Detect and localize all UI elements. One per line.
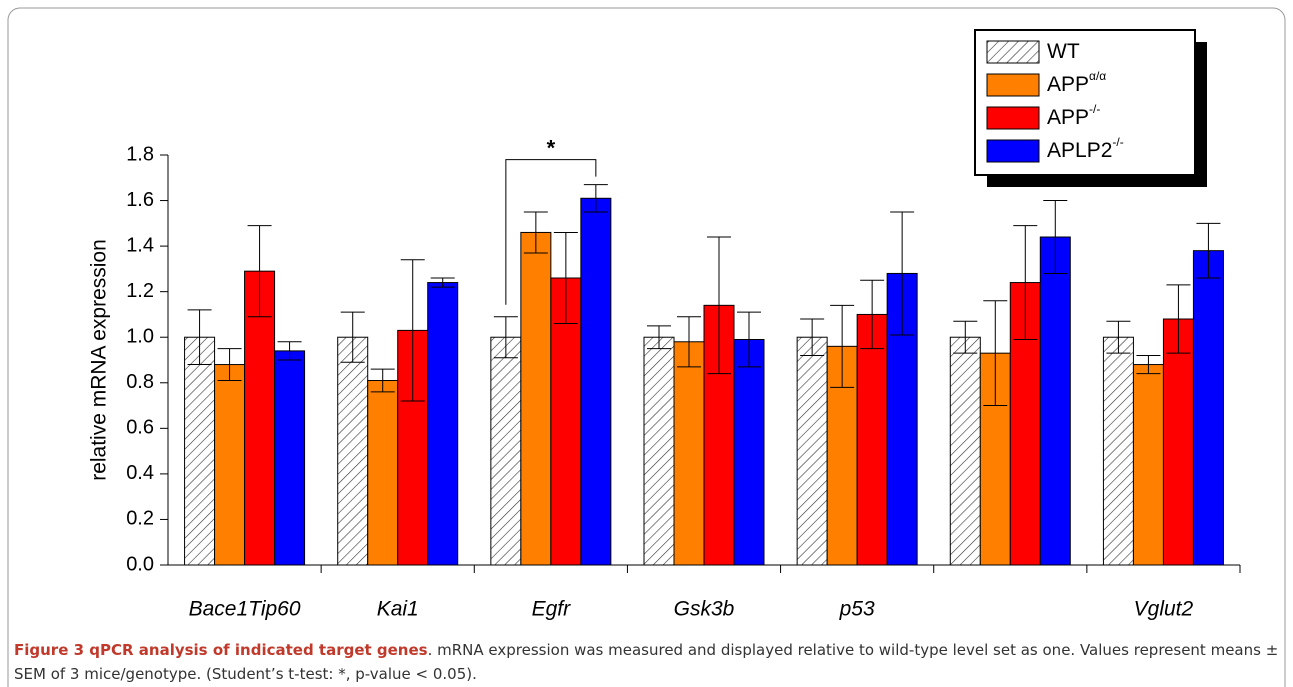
x-tick-label: p53 [839, 598, 875, 621]
y-tick-label: 0.8 [126, 371, 154, 393]
error-bar [647, 325, 671, 350]
error-bar [890, 211, 915, 336]
error-bar [1196, 222, 1221, 279]
bar [520, 231, 552, 566]
significance-bracket [505, 159, 597, 305]
legend-swatch [986, 73, 1040, 97]
y-tick-label: 1.2 [126, 280, 154, 302]
error-bar [1013, 225, 1038, 340]
y-tick-label: 0.2 [126, 508, 154, 530]
bar [214, 364, 246, 566]
legend-superscript: -/- [1089, 102, 1100, 116]
bar [673, 341, 705, 566]
bar [184, 336, 216, 566]
y-tick-label: 1.6 [126, 189, 154, 211]
error-bar [217, 348, 242, 381]
y-tick-label: 0.0 [126, 553, 154, 575]
x-tick-label: Gsk3b [674, 598, 735, 621]
bar [949, 336, 981, 566]
bar [1102, 336, 1134, 566]
y-tick-label: 0.6 [126, 417, 154, 439]
bar [427, 282, 459, 566]
error-bar [553, 231, 578, 325]
y-tick-label: 1.8 [126, 143, 154, 165]
error-bar [1043, 200, 1068, 274]
y-tick-label: 1.0 [126, 326, 154, 348]
bar [1132, 364, 1164, 566]
legend-swatch [986, 40, 1040, 64]
legend-name: APLP2 [1047, 139, 1112, 162]
bar [337, 336, 369, 566]
error-bar [830, 304, 855, 388]
bar [733, 339, 765, 566]
caption-text: . mRNA expression was measured and displ… [14, 641, 1279, 683]
y-tick-label: 0.4 [126, 462, 154, 484]
caption-title: Figure 3 qPCR analysis of indicated targ… [14, 641, 428, 659]
error-bar [707, 236, 731, 375]
error-bar [277, 341, 302, 361]
bar [274, 350, 306, 566]
legend-swatch [986, 139, 1040, 163]
legend-superscript: -/- [1112, 135, 1123, 149]
error-bar [1136, 354, 1161, 375]
error-bar [983, 300, 1008, 407]
legend-label: APP-/- [1047, 102, 1100, 128]
legend-label: APLP2-/- [1047, 135, 1124, 161]
error-bar [953, 320, 978, 354]
error-bar [493, 316, 518, 359]
legend-swatch [986, 106, 1040, 130]
bar [643, 336, 675, 566]
y-tick-label: 1.4 [126, 234, 154, 256]
error-bar [583, 184, 608, 213]
error-bar [370, 368, 395, 393]
legend-label: APPα/α [1047, 69, 1106, 95]
legend-name: WT [1047, 40, 1080, 63]
error-bar [523, 211, 548, 254]
bar [1162, 318, 1194, 566]
x-tick-label: Vglut2 [1134, 598, 1194, 621]
error-bar [677, 316, 701, 368]
legend-superscript: α/α [1089, 69, 1106, 83]
frame [7, 7, 1286, 687]
bar [856, 313, 888, 566]
bar [1192, 250, 1224, 566]
bar [490, 336, 522, 566]
error-bar [860, 279, 885, 350]
error-bar [340, 311, 365, 363]
error-bar [400, 259, 425, 402]
legend-name: APP [1047, 73, 1089, 96]
legend-label: WT [1047, 40, 1080, 63]
error-bar [1166, 284, 1191, 354]
legend-name: APP [1047, 106, 1089, 129]
x-tick-label: Bace1Tip60 [189, 598, 301, 621]
x-tick-label: Egfr [532, 598, 572, 621]
error-bar [737, 311, 761, 368]
x-tick-label: Kai1 [377, 598, 419, 621]
bar [367, 380, 399, 566]
error-bar [187, 309, 212, 366]
y-axis-label: relative mRNA expression [88, 239, 111, 481]
significance-label: * [547, 135, 556, 160]
error-bar [800, 318, 825, 356]
error-bar [430, 277, 455, 288]
caption: Figure 3 qPCR analysis of indicated targ… [14, 638, 1279, 686]
error-bar [1106, 320, 1131, 354]
bar [1039, 236, 1071, 566]
error-bar [247, 225, 272, 318]
bar [580, 197, 612, 566]
bar [796, 336, 828, 566]
